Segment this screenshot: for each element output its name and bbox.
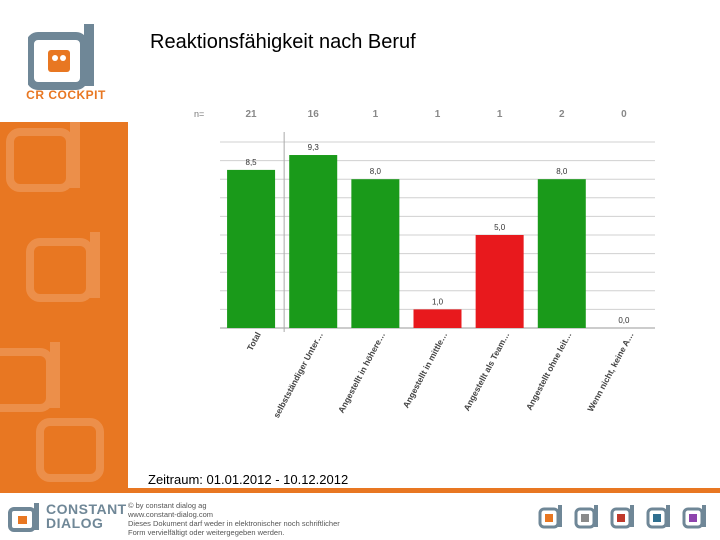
- category-label: Total: [245, 330, 263, 352]
- bar: [289, 155, 338, 328]
- n-value: 1: [435, 109, 441, 120]
- category-label: Angestellt in mittle…: [401, 330, 450, 409]
- footer-line4: Form vervielfältigt oder weitergegeben w…: [128, 528, 285, 537]
- n-value: 1: [373, 109, 379, 120]
- dialog-research-icon: [682, 503, 710, 531]
- period-label: Zeitraum: 01.01.2012 - 10.12.2012: [148, 472, 349, 487]
- category-label: Angestellt ohne leit…: [524, 330, 574, 411]
- cr-cockpit-logo: [28, 24, 94, 90]
- category-label: Angestellt in höhere…: [336, 330, 387, 414]
- bar: [227, 169, 276, 328]
- bar: [537, 179, 586, 328]
- logo-text: CR COCKPIT: [26, 88, 106, 102]
- category-label: Angestellt als Team…: [461, 330, 511, 412]
- footer: [0, 493, 720, 540]
- n-value: 2: [559, 109, 565, 120]
- bar: [413, 309, 462, 328]
- footer-line1: © by constant dialog ag: [128, 501, 207, 510]
- bar-value-label: 8,0: [556, 167, 568, 176]
- bar: [351, 179, 400, 328]
- n-value: 21: [246, 109, 258, 120]
- footer-divider: [0, 488, 720, 493]
- category-label: selbstständiger Unter…: [271, 330, 325, 419]
- n-label: n=: [194, 109, 204, 119]
- footer-line3: Dieses Dokument darf weder in elektronis…: [128, 519, 340, 528]
- footer-copyright: © by constant dialog ag www.constant-dia…: [128, 501, 340, 537]
- cr-cockpit-grey-icon: [574, 503, 602, 531]
- sidebar-orange-panel: [0, 122, 128, 488]
- bar-value-label: 9,3: [308, 143, 320, 152]
- company-name-line2: DIALOG: [46, 515, 104, 531]
- cr-cockpit-icon: [538, 503, 566, 531]
- n-value: 0: [621, 109, 627, 120]
- chart-container: n= 21 8,5 Total 16 9,3 selbstständiger Unter… 1…: [150, 100, 670, 430]
- vr-cockpit-icon: [610, 503, 638, 531]
- constant-dialog-logo-icon: [8, 503, 39, 532]
- sidebar-pattern: [0, 122, 104, 482]
- footer-line2: www.constant-dialog.com: [128, 510, 214, 519]
- bar-value-label: 1,0: [432, 297, 444, 306]
- bar-value-label: 8,0: [370, 167, 382, 176]
- page-title: Reaktionsfähigkeit nach Beruf: [150, 31, 416, 53]
- category-label: Wenn nicht, keine A…: [585, 330, 636, 413]
- bar-value-label: 8,5: [246, 158, 258, 167]
- n-value: 16: [308, 109, 320, 120]
- n-value: 1: [497, 109, 503, 120]
- company-name: CONSTANT DIALOG: [46, 502, 127, 530]
- company-name-line1: CONSTANT: [46, 501, 127, 517]
- dialog-development-icon: [646, 503, 674, 531]
- bar: [475, 235, 524, 328]
- bar-value-label: 0,0: [618, 316, 630, 325]
- bar-value-label: 5,0: [494, 223, 506, 232]
